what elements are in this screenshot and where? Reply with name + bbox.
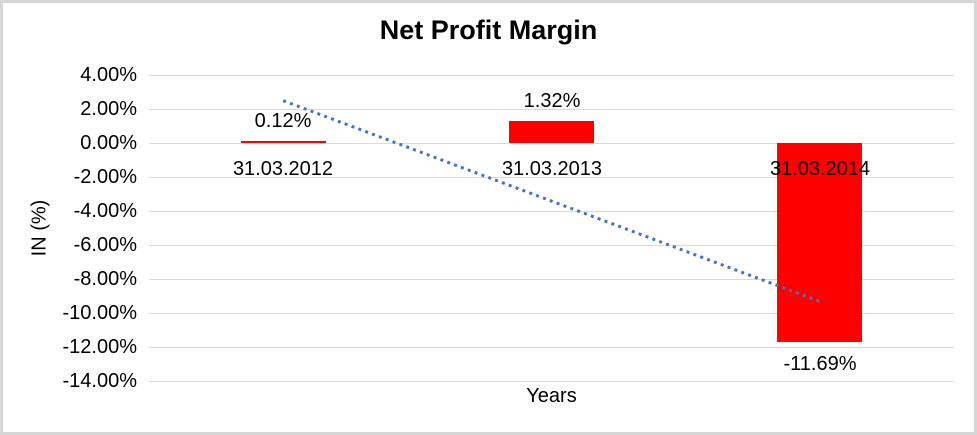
gridline bbox=[149, 177, 954, 178]
category-label: 31.03.2012 bbox=[232, 158, 334, 180]
y-tick-label: -2.00% bbox=[73, 166, 137, 188]
chart-title: Net Profit Margin bbox=[379, 15, 598, 45]
y-tick-label: -10.00% bbox=[62, 302, 138, 324]
gridline bbox=[149, 313, 954, 314]
gridline bbox=[149, 347, 954, 348]
gridline bbox=[149, 279, 954, 280]
y-tick-label: -12.00% bbox=[62, 336, 138, 358]
y-tick-label: 4.00% bbox=[80, 64, 137, 86]
y-tick-label: 0.00% bbox=[80, 132, 137, 154]
gridline bbox=[149, 381, 954, 382]
category-label: 31.03.2014 bbox=[769, 158, 871, 180]
gridline bbox=[149, 245, 954, 246]
x-axis-title: Years bbox=[526, 385, 577, 407]
data-label: -11.69% bbox=[783, 353, 857, 375]
y-tick-label: -14.00% bbox=[62, 370, 138, 392]
gridline bbox=[149, 109, 954, 110]
bar-31.03.2013 bbox=[509, 121, 594, 143]
bar-31.03.2012 bbox=[241, 141, 326, 143]
category-label: 31.03.2013 bbox=[501, 158, 603, 180]
y-tick-label: -8.00% bbox=[73, 268, 137, 290]
y-tick-label: -4.00% bbox=[73, 200, 137, 222]
data-label: 0.12% bbox=[254, 110, 312, 132]
bar-31.03.2014 bbox=[777, 143, 862, 342]
gridline bbox=[149, 143, 954, 144]
gridline bbox=[149, 211, 954, 212]
trendline-segment bbox=[282, 99, 821, 303]
y-tick-label: -6.00% bbox=[73, 234, 137, 256]
gridline bbox=[149, 75, 954, 76]
data-label: 1.32% bbox=[523, 90, 581, 112]
y-tick-label: 2.00% bbox=[80, 98, 137, 120]
trendline bbox=[282, 99, 821, 303]
